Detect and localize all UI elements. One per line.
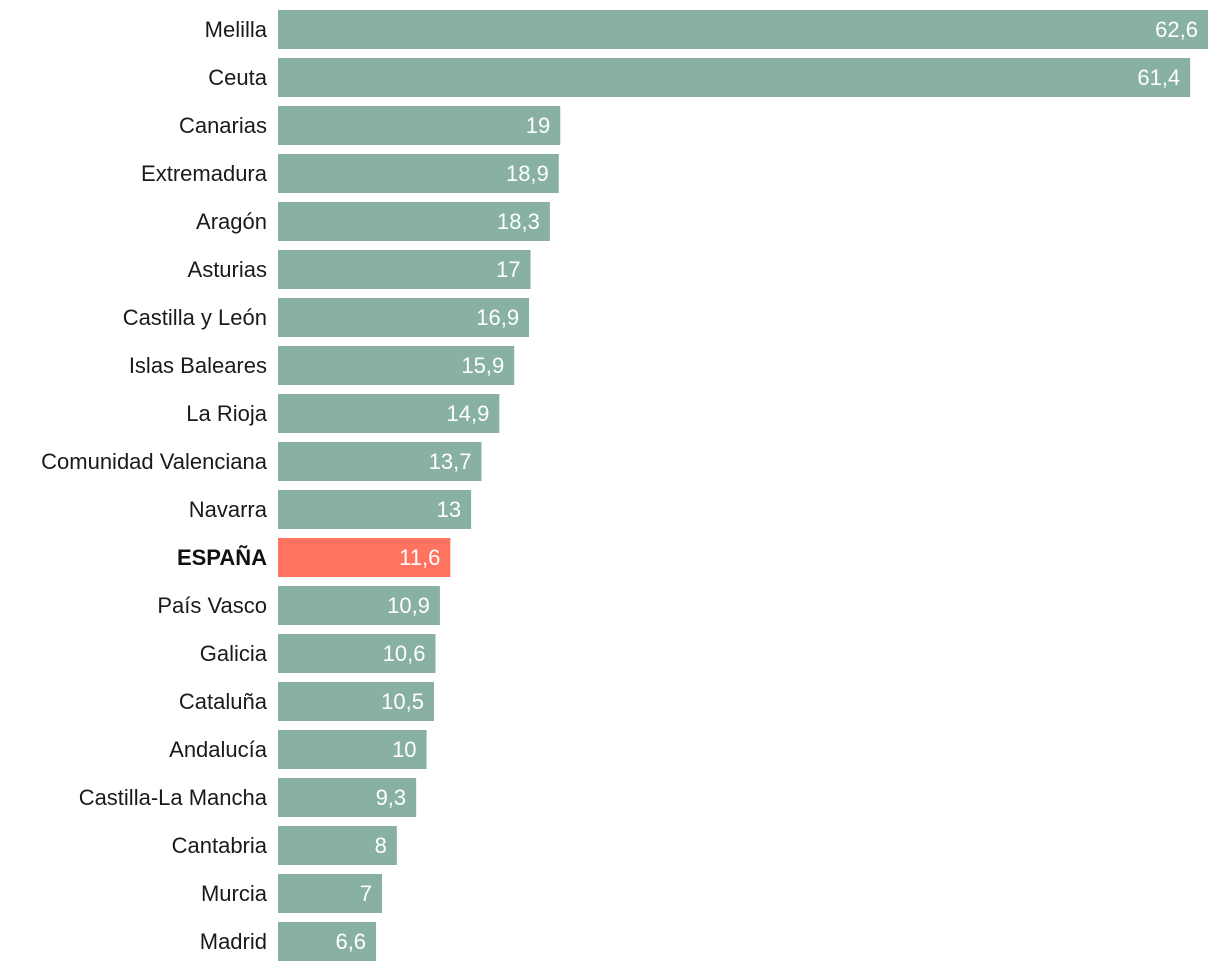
category-label: Madrid (200, 929, 267, 954)
bar (278, 250, 531, 289)
category-label: Melilla (205, 17, 268, 42)
value-label: 18,9 (506, 161, 549, 186)
value-label: 7 (360, 881, 372, 906)
value-label: 16,9 (476, 305, 519, 330)
value-label: 8 (375, 833, 387, 858)
value-label: 6,6 (335, 929, 366, 954)
category-label: Islas Baleares (129, 353, 267, 378)
bar (278, 586, 440, 625)
value-label: 10,5 (381, 689, 424, 714)
bar (278, 922, 377, 961)
value-label: 19 (526, 113, 550, 138)
value-labels-layer: 62,6 61,4 19 18,9 18,3 17 16,9 15,9 14,9 13,7 13 11… (335, 17, 1198, 954)
bar (278, 202, 550, 241)
bar (278, 634, 436, 673)
category-label: Extremadura (141, 161, 268, 186)
category-label: País Vasco (157, 593, 267, 618)
value-label: 14,9 (447, 401, 490, 426)
category-label: Navarra (189, 497, 268, 522)
category-label: Comunidad Valenciana (41, 449, 268, 474)
bar-highlight (278, 538, 451, 577)
value-label: 10 (392, 737, 416, 762)
value-label: 62,6 (1155, 17, 1198, 42)
value-label: 18,3 (497, 209, 540, 234)
value-label: 15,9 (461, 353, 504, 378)
bars-layer (278, 10, 1208, 961)
bar (278, 778, 417, 817)
category-label: Cantabria (172, 833, 268, 858)
category-label: Castilla-La Mancha (79, 785, 268, 810)
category-label: Canarias (179, 113, 267, 138)
bar (278, 826, 397, 865)
bar (278, 346, 515, 385)
category-label: Ceuta (208, 65, 267, 90)
bar (278, 298, 530, 337)
value-label: 17 (496, 257, 520, 282)
value-label: 11,6 (399, 545, 440, 570)
category-label: La Rioja (186, 401, 267, 426)
bar (278, 682, 434, 721)
value-label: 61,4 (1137, 65, 1180, 90)
category-labels-layer: Melilla Ceuta Canarias Extremadura Aragón Ast… (41, 17, 268, 954)
category-label: Asturias (188, 257, 267, 282)
category-label: Cataluña (179, 689, 268, 714)
bar (278, 730, 427, 769)
bar (278, 106, 561, 145)
bar (278, 490, 472, 529)
value-label: 13,7 (429, 449, 472, 474)
value-label: 9,3 (376, 785, 407, 810)
category-label: ESPAÑA (177, 545, 267, 570)
category-label: Aragón (196, 209, 267, 234)
bar (278, 154, 559, 193)
value-label: 10,6 (383, 641, 426, 666)
value-label: 13 (437, 497, 461, 522)
category-label: Galicia (200, 641, 268, 666)
bar (278, 874, 382, 913)
category-label: Castilla y León (123, 305, 267, 330)
value-label: 10,9 (387, 593, 430, 618)
bar (278, 10, 1208, 49)
bar (278, 58, 1191, 97)
category-label: Murcia (201, 881, 268, 906)
bar (278, 394, 500, 433)
category-label: Andalucía (169, 737, 268, 762)
bar (278, 442, 482, 481)
